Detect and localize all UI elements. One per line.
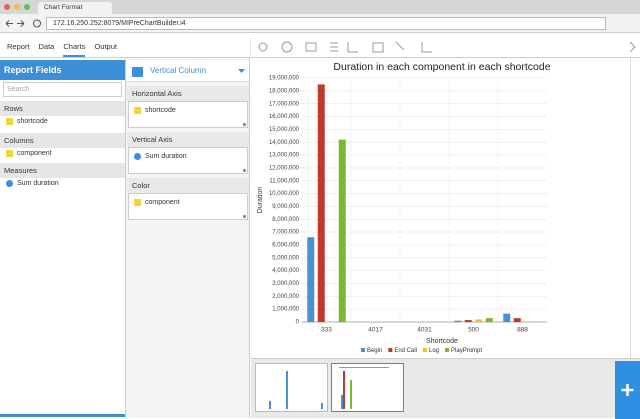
panel-footer: [0, 414, 125, 417]
y-tick-label: 2,000,000: [272, 294, 299, 300]
y-tick-label: 15,000,000: [269, 127, 300, 133]
y-tick-label: 5,000,000: [272, 255, 299, 261]
bar: [307, 237, 315, 322]
slot-label: Horizontal Axis: [127, 86, 249, 101]
y-tick-label: 7,000,000: [272, 230, 299, 236]
y-tick-label: 19,000,000: [269, 76, 300, 82]
address-bar[interactable]: 172.16.250.252:8079/MIPreChartBuilder.i4: [46, 17, 606, 30]
slot-field: component: [145, 199, 180, 206]
legend-swatch: [360, 348, 365, 352]
legend-label: Begin: [367, 348, 382, 354]
legend-swatch: [388, 348, 393, 352]
field-icon: [134, 153, 141, 160]
x-tick-label: 888: [517, 327, 528, 334]
thumbnail-strip: [251, 358, 640, 419]
x-tick-label: 333: [321, 327, 332, 334]
toolbar-icons[interactable]: [258, 41, 432, 53]
divider: [0, 57, 640, 58]
bar: [464, 320, 472, 322]
side-strip: [630, 58, 640, 358]
tab-bar: Chart Format: [0, 0, 640, 14]
section-header[interactable]: Measures: [0, 163, 125, 178]
slot-field: Sum duration: [145, 153, 187, 160]
x-tick-label: 4017: [368, 327, 383, 334]
y-tick-label: 0: [296, 320, 300, 326]
slot-box[interactable]: shortcode: [128, 101, 248, 128]
bar: [475, 319, 483, 322]
thumbnails: [255, 363, 404, 412]
legend-swatch: [445, 348, 450, 352]
y-axis-label: Duration: [257, 187, 264, 214]
bar: [503, 313, 511, 322]
bar: [317, 84, 325, 322]
slot-dot: [243, 215, 246, 218]
bar: [485, 318, 493, 322]
y-tick-label: 12,000,000: [269, 165, 300, 171]
bar: [454, 320, 462, 322]
y-tick-label: 3,000,000: [272, 281, 299, 287]
panel-title: Report Fields: [0, 60, 125, 80]
slot-dot: [243, 123, 246, 126]
report-fields-panel: Report Fields Search Rows shortcode Colu…: [0, 58, 126, 418]
x-tick-label: 4031: [417, 327, 432, 334]
field-name: Sum duration: [17, 180, 59, 187]
slot-box[interactable]: Sum duration: [128, 147, 248, 174]
x-tick-label: 500: [468, 327, 479, 334]
address-row: 172.16.250.252:8079/MIPreChartBuilder.i4: [0, 14, 640, 33]
y-tick-label: 10,000,000: [269, 191, 300, 197]
window-buttons: [4, 4, 30, 10]
slot-dot: [243, 169, 246, 172]
y-tick-label: 17,000,000: [269, 101, 300, 107]
section-header[interactable]: Columns: [0, 133, 125, 148]
legend: Begin End Call Log PlayPrompt: [360, 348, 482, 354]
menu-item[interactable]: Data: [38, 42, 55, 51]
menu-item[interactable]: Output: [94, 42, 117, 51]
search-box[interactable]: Search: [3, 82, 122, 97]
menu-item[interactable]: Charts: [63, 42, 86, 57]
nav-buttons[interactable]: [4, 18, 44, 29]
legend-label: PlayPrompt: [451, 348, 482, 354]
thumbnail[interactable]: [331, 363, 404, 412]
legend-label: Log: [429, 348, 439, 354]
thumbnail[interactable]: [255, 363, 328, 412]
y-tick-label: 11,000,000: [269, 178, 299, 184]
chart-type-select[interactable]: Vertical Column: [126, 60, 249, 82]
x-axis-label: Shortcode: [426, 338, 458, 345]
chart-type-icons: [132, 67, 245, 77]
y-tick-label: 6,000,000: [272, 243, 299, 249]
y-tick-label: 8,000,000: [272, 217, 299, 223]
slot-label: Vertical Axis: [127, 132, 249, 147]
field-item[interactable]: Sum duration: [0, 180, 59, 187]
y-tick-label: 13,000,000: [269, 153, 300, 159]
legend-label: End Call: [394, 348, 417, 354]
y-tick-label: 4,000,000: [272, 268, 299, 274]
app-menu: Report Data Charts Output: [7, 42, 126, 57]
section-header[interactable]: Rows: [0, 101, 125, 116]
field-icon: [134, 199, 141, 206]
menu-item[interactable]: Report: [7, 42, 30, 51]
field-name: component: [17, 150, 52, 157]
bar: [338, 139, 346, 322]
slot-field: shortcode: [145, 107, 176, 114]
bar: [513, 318, 521, 322]
y-tick-label: 9,000,000: [272, 204, 299, 210]
browser-tab[interactable]: Chart Format: [38, 2, 112, 14]
slot-label: Color: [127, 178, 249, 193]
y-tick-label: 16,000,000: [269, 114, 300, 120]
field-name: shortcode: [17, 118, 48, 125]
field-item[interactable]: component: [0, 150, 52, 157]
field-icon: [134, 107, 141, 114]
y-tick-label: 18,000,000: [269, 88, 300, 94]
y-tick-label: 14,000,000: [269, 140, 300, 146]
legend-swatch: [423, 348, 428, 352]
field-item[interactable]: shortcode: [0, 118, 48, 125]
chart: Duration in each component in each short…: [257, 61, 551, 354]
slot-box[interactable]: component: [128, 193, 248, 220]
chart-title: Duration in each component in each short…: [333, 61, 550, 73]
add-button[interactable]: [615, 361, 640, 419]
y-tick-label: 1,000,000: [272, 307, 299, 313]
toolbar: [250, 38, 636, 56]
